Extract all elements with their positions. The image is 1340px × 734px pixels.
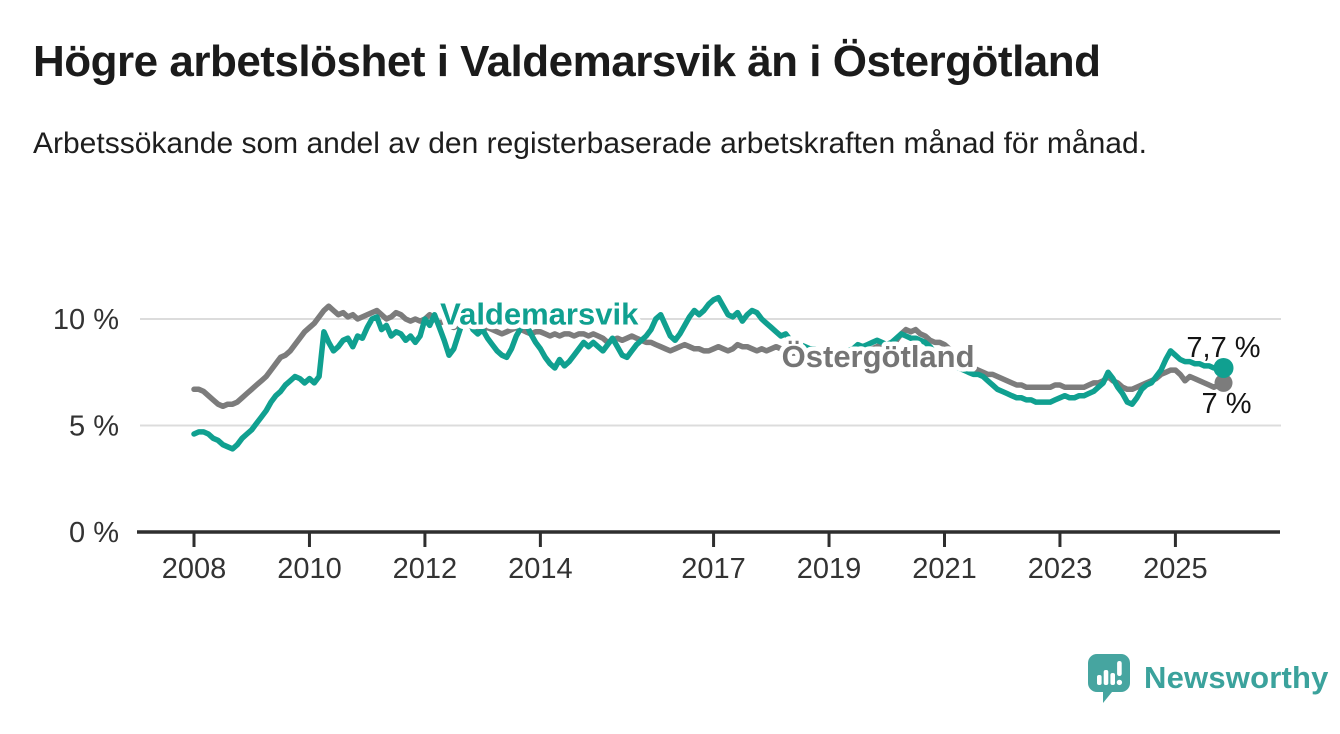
newsworthy-logo-icon	[1088, 654, 1130, 703]
y-tick-label-0: 0 %	[69, 517, 119, 549]
x-tick-label-2021: 2021	[912, 553, 977, 585]
logo-bar-medium	[1110, 673, 1115, 685]
series-label-ostergotland: Östergötland	[782, 339, 975, 374]
chart-subtitle: Arbetssökande som andel av den registerb…	[33, 126, 1147, 160]
title-block: Högre arbetslöshet i Valdemarsvik än i Ö…	[33, 36, 1313, 164]
chart-title: Högre arbetslöshet i Valdemarsvik än i Ö…	[33, 37, 1101, 86]
brand-name: Newsworthy	[1144, 660, 1329, 695]
end-value-label-valdemarsvik: 7,7 %	[1186, 332, 1260, 364]
x-tick-label-2012: 2012	[393, 553, 458, 585]
logo-exclamation-bar	[1117, 661, 1122, 676]
series-line-valdemarsvik	[191, 294, 1227, 452]
brand-footer: Newsworthy	[1086, 652, 1329, 704]
x-tick-label-2019: 2019	[797, 553, 862, 585]
series-label-valdemarsvik: Valdemarsvik	[440, 297, 639, 332]
end-value-label-ostergotland: 7 %	[1202, 388, 1252, 420]
end-dot-ostergotland	[1214, 373, 1233, 392]
y-tick-label-10: 10 %	[53, 304, 119, 336]
x-tick-label-2025: 2025	[1143, 553, 1208, 585]
end-dot-valdemarsvik	[1213, 357, 1234, 378]
logo-bar-tall	[1103, 670, 1109, 685]
x-tick-label-2008: 2008	[162, 553, 227, 585]
x-tick-label-2023: 2023	[1028, 553, 1093, 585]
x-tick-label-2014: 2014	[508, 553, 573, 585]
series-line-ostergotland	[191, 303, 1227, 410]
x-tick-label-2017: 2017	[681, 553, 746, 585]
logo-exclamation-dot	[1116, 679, 1123, 686]
y-tick-label-5: 5 %	[69, 411, 119, 443]
x-tick-label-2010: 2010	[277, 553, 342, 585]
logo-bar-small	[1097, 675, 1102, 685]
